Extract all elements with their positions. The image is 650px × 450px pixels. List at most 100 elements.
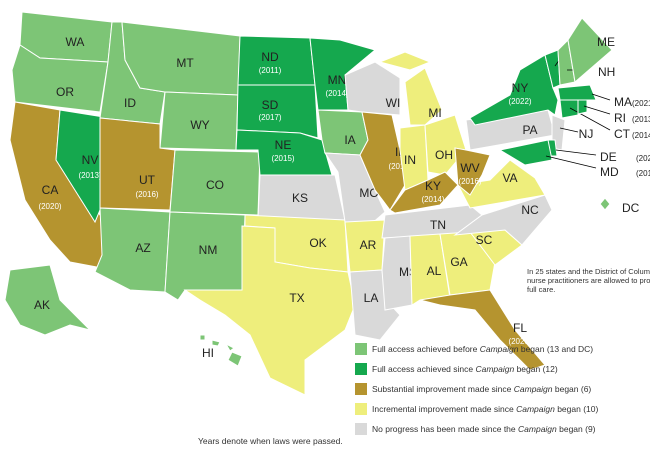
state-label: OK	[309, 236, 326, 250]
state: SD(2017)	[236, 84, 319, 139]
legend-text-part: Full access achieved since	[372, 364, 475, 374]
legend-text-part: Incremental improvement made since	[372, 404, 516, 414]
state-year: (2017)	[388, 162, 411, 171]
state-year: (2011)	[259, 66, 282, 75]
state-label: HI	[202, 346, 214, 360]
state-label: MI	[428, 106, 441, 120]
state: AK	[4, 264, 92, 336]
state-year: (2014)	[421, 195, 444, 204]
state-label: FL	[513, 321, 527, 335]
legend-text-em: Campaign	[516, 404, 555, 414]
leader-line	[583, 105, 611, 115]
state-year: (2020)	[38, 202, 61, 211]
legend-text-em: Campaign	[475, 364, 514, 374]
state: ME	[567, 17, 615, 83]
state-shape	[199, 334, 206, 341]
leader-line	[545, 155, 597, 169]
leader-line	[559, 127, 579, 133]
state: NY (2022)	[469, 54, 559, 126]
legend-text-part: began (6)	[553, 384, 592, 394]
state-label: NE	[275, 138, 292, 152]
state-label: IA	[344, 133, 355, 147]
state-shape	[224, 342, 235, 352]
legend-text-part: Substantial improvement made since	[372, 384, 514, 394]
state-label: CO	[206, 178, 224, 192]
state-label: SC	[476, 233, 493, 247]
leader-line	[569, 107, 611, 131]
state-label: AK	[34, 298, 50, 312]
leader-line	[555, 149, 597, 156]
state-year: (2014)	[325, 89, 348, 98]
state-label: ID	[124, 96, 136, 110]
legend-text: Full access achieved since Campaign bega…	[372, 364, 558, 374]
state-shape	[453, 194, 553, 246]
state-year: (2017)	[258, 113, 281, 122]
state-label: MO	[359, 186, 378, 200]
state-shape	[389, 171, 459, 214]
legend-swatch	[355, 343, 367, 355]
state-label: MN	[328, 73, 347, 87]
legend-text: Full access achieved before Campaign beg…	[372, 344, 593, 354]
state-shape	[469, 54, 559, 126]
state-label: CA	[42, 183, 59, 197]
state-label: AZ	[135, 241, 150, 255]
state: VA	[457, 159, 546, 209]
state-label: MT	[176, 56, 194, 70]
state-label: TX	[289, 291, 304, 305]
state: NM	[164, 211, 246, 301]
state-label: CT	[614, 127, 631, 141]
state: CT(2014)	[559, 99, 650, 141]
state-label: TN	[430, 218, 446, 232]
legend-swatch	[355, 383, 367, 395]
state: WV (2016)	[454, 147, 491, 196]
state: AR	[344, 219, 386, 273]
state-label: OH	[435, 148, 453, 162]
state: MD (2015)	[498, 139, 650, 179]
state: MA(2021)	[557, 84, 650, 109]
state: UT (2016)	[99, 117, 176, 211]
state-shape	[557, 84, 597, 101]
state-shape	[559, 99, 579, 119]
state: TX	[183, 225, 356, 396]
state: KY (2014)	[389, 171, 459, 214]
state-label: DC	[622, 201, 640, 215]
state-year: (2020)	[508, 337, 531, 346]
state-year: (2021)	[636, 154, 650, 163]
note-text: nurse practitioners are allowed to provi…	[527, 276, 650, 285]
note-text: In 25 states and the District of Columbi…	[527, 267, 650, 276]
legend-text-em: Campaign	[518, 424, 557, 434]
state: FL (2020)	[419, 289, 546, 371]
legend-text-part: Full access achieved before	[372, 344, 480, 354]
state-shape	[577, 99, 588, 115]
state: ND (2011)	[237, 35, 316, 86]
legend-text-part: began (12)	[514, 364, 558, 374]
state: AZ	[94, 207, 171, 293]
state-year: (2022)	[508, 97, 531, 106]
state: LA	[349, 269, 401, 341]
legend-swatch	[355, 423, 367, 435]
legend-text: Incremental improvement made since Campa…	[372, 404, 598, 414]
legend-text-em: Campaign	[480, 344, 519, 354]
legend-text: No progress has been made since the Camp…	[372, 424, 596, 434]
state-label: ND	[261, 50, 279, 64]
state-label: UT	[139, 173, 156, 187]
state-year: (2013)	[78, 171, 101, 180]
state-label: MA	[614, 95, 632, 109]
legend-text-part: began (13 and DC)	[518, 344, 593, 354]
legend-text-part: No progress has been made since the	[372, 424, 518, 434]
state-shape	[567, 17, 613, 83]
state-label: NV	[82, 153, 99, 167]
state-label: WI	[386, 96, 401, 110]
state-label: DE	[600, 150, 617, 164]
state-label: SD	[262, 98, 279, 112]
state-shape	[404, 67, 443, 126]
state: OR	[11, 44, 109, 113]
state: RI (2013)	[577, 99, 650, 125]
legend-swatch	[355, 403, 367, 415]
state-label: OR	[56, 85, 74, 99]
state: GA	[439, 231, 496, 296]
state-shape	[227, 351, 243, 367]
state: NV (2013)	[55, 109, 111, 224]
legend-text-part: began (10)	[555, 404, 599, 414]
state-shape	[183, 225, 356, 396]
